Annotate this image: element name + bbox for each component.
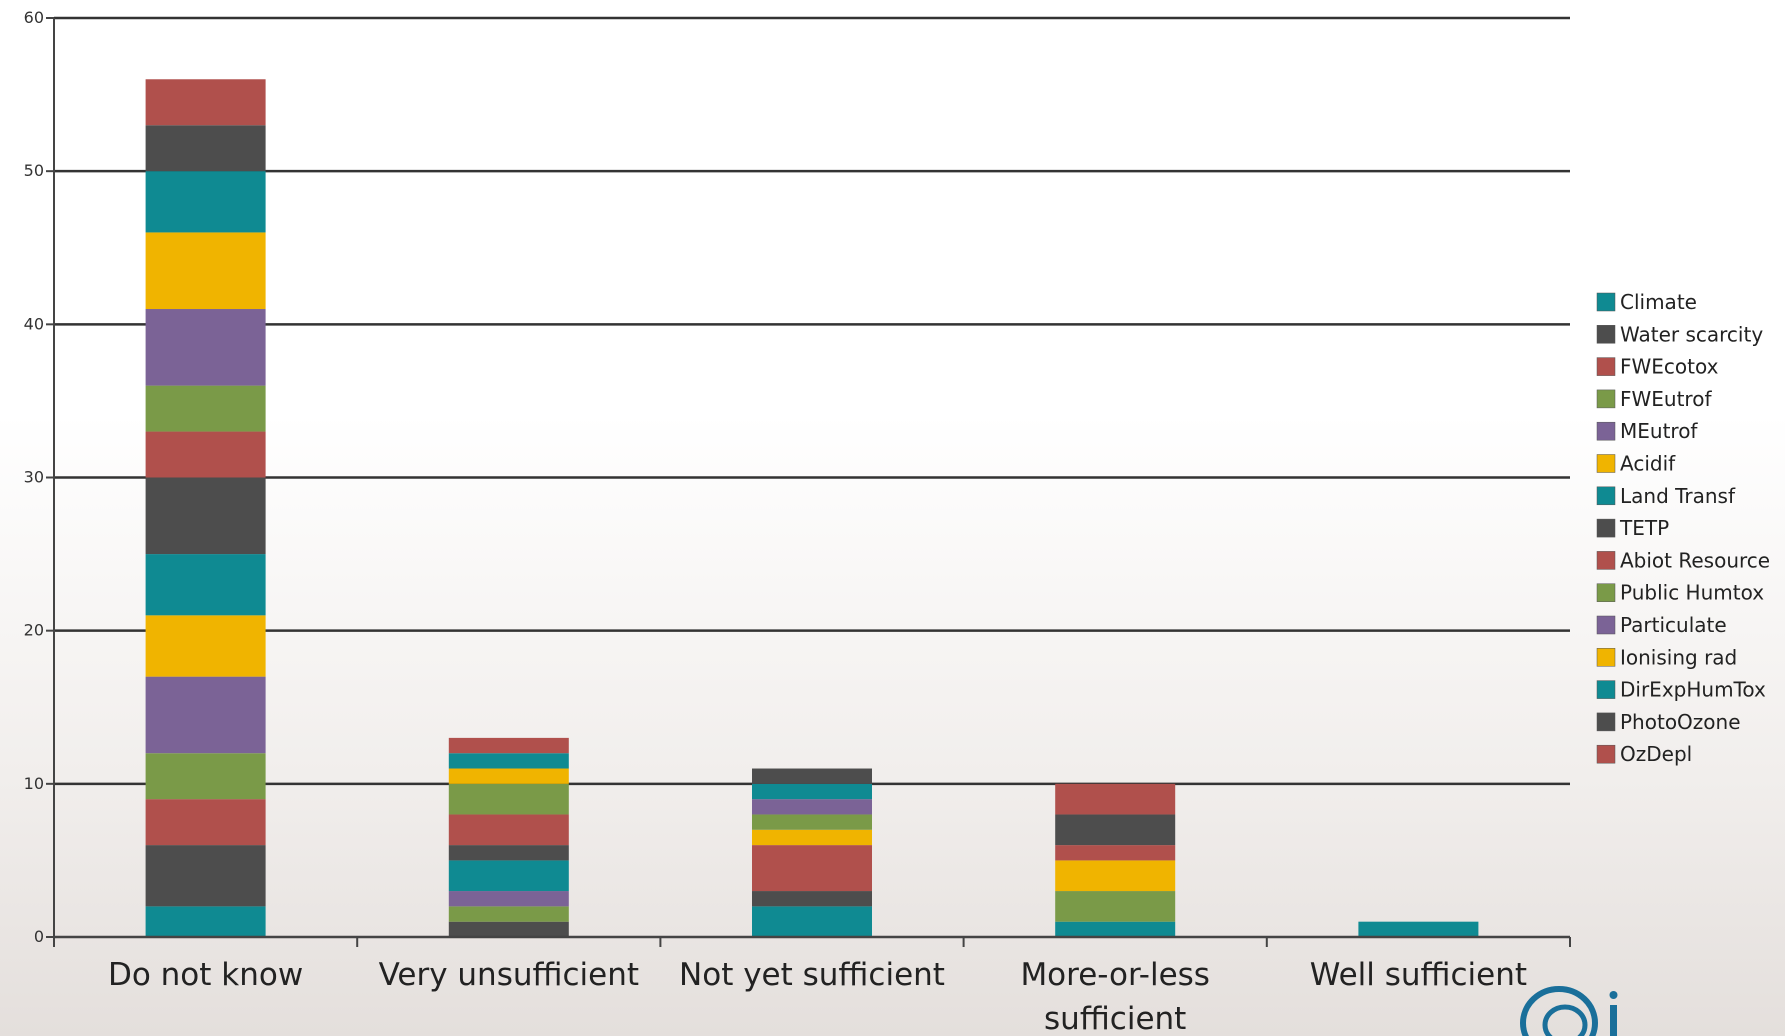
legend-swatch	[1596, 421, 1616, 441]
bar-segment	[145, 79, 266, 126]
legend-label: FWEcotox	[1620, 355, 1719, 379]
bar-segment	[448, 906, 569, 922]
bar-segment	[1055, 783, 1176, 815]
legend-label: Acidif	[1620, 452, 1676, 476]
x-category-label: More-or-less	[1020, 957, 1210, 993]
legend-swatch	[1596, 292, 1616, 312]
y-tick-label: 30	[24, 468, 44, 487]
bar-segment	[1055, 845, 1176, 861]
y-axis-ticks: 0 10 20 30 40 50 60	[24, 8, 54, 946]
bar-segment	[145, 232, 266, 310]
bar-segment	[448, 753, 569, 769]
bar-segment	[145, 125, 266, 172]
y-tick-label: 40	[24, 314, 44, 333]
bar-segment	[145, 477, 266, 555]
y-tick-label: 0	[34, 927, 44, 946]
bar-segment	[752, 906, 872, 937]
bar-segment	[752, 768, 872, 784]
bar-segment	[145, 554, 266, 616]
x-category-label: Not yet sufficient	[679, 957, 945, 993]
bar-segment	[1055, 891, 1176, 922]
bar-segment	[145, 309, 266, 386]
bar-segment	[145, 431, 266, 478]
bar-segment	[145, 385, 266, 432]
y-tick-label: 50	[24, 161, 44, 180]
bar-segment	[448, 814, 569, 846]
bar-segment	[145, 171, 266, 233]
bar-segment	[448, 783, 569, 815]
bar-segment	[448, 845, 569, 861]
bar-segment	[145, 845, 266, 907]
bar-segment	[448, 768, 569, 784]
legend-swatch	[1596, 615, 1616, 635]
bar-segment	[752, 891, 872, 907]
bar-segment	[1055, 814, 1176, 846]
x-axis: Do not know Very unsufficient Not yet suff…	[53, 18, 1571, 1036]
bar-segment	[448, 860, 569, 892]
legend-swatch	[1596, 648, 1616, 667]
legend-label: Abiot Resource	[1620, 548, 1770, 572]
bar-segment	[752, 799, 872, 815]
bar-segment	[1055, 860, 1176, 892]
legend-swatch	[1596, 744, 1616, 764]
legend-label: Water scarcity	[1620, 322, 1763, 346]
legend: Climate Water scarcity FWEcotox FWEutrof MEu…	[1596, 290, 1770, 766]
legend-label: Climate	[1620, 290, 1697, 314]
bar-segment	[448, 921, 569, 937]
legend-swatch	[1596, 712, 1616, 732]
legend-label: MEutrof	[1620, 419, 1698, 443]
legend-label: Ionising rad	[1620, 645, 1737, 669]
legend-swatch	[1596, 680, 1616, 699]
bar-segment	[1358, 921, 1479, 937]
bar-segment	[1055, 921, 1176, 937]
legend-swatch	[1596, 583, 1616, 602]
legend-label: DirExpHumTox	[1620, 678, 1766, 702]
x-category-label: Do not know	[108, 957, 303, 993]
bar-segment	[145, 676, 266, 754]
legend-swatch	[1596, 551, 1616, 570]
legend-swatch	[1596, 325, 1616, 344]
gridlines	[54, 16, 1570, 786]
bar-segment	[448, 737, 569, 754]
x-category-label: Very unsufficient	[379, 957, 639, 993]
bar-segment	[752, 783, 872, 800]
y-tick-label: 60	[24, 8, 44, 27]
legend-label: Particulate	[1620, 613, 1727, 637]
x-category-label: sufficient	[1044, 1001, 1186, 1036]
bar-segment	[145, 906, 266, 937]
legend-label: PhotoOzone	[1620, 710, 1741, 734]
legend-swatch	[1596, 518, 1616, 538]
x-category-label: Well sufficient	[1310, 957, 1527, 993]
legend-swatch	[1596, 357, 1616, 376]
legend-label: Land Transf	[1620, 484, 1736, 508]
bar-segment	[752, 845, 872, 892]
legend-label: OzDepl	[1620, 742, 1692, 766]
spiral-logo-icon	[1520, 986, 1618, 1036]
bar-segment	[145, 799, 266, 846]
y-tick-label: 10	[24, 774, 44, 793]
legend-swatch	[1596, 454, 1616, 473]
bars	[145, 79, 1479, 937]
bar-segment	[448, 891, 569, 907]
y-tick-label: 20	[24, 621, 44, 640]
legend-label: Public Humtox	[1620, 581, 1764, 605]
bar-segment	[752, 814, 872, 830]
legend-swatch	[1596, 389, 1616, 409]
legend-swatch	[1596, 486, 1616, 506]
bar-segment	[145, 615, 266, 677]
bar-segment	[145, 753, 266, 800]
legend-label: FWEutrof	[1620, 387, 1712, 411]
bar-segment	[752, 829, 872, 846]
legend-label: TETP	[1619, 516, 1669, 540]
